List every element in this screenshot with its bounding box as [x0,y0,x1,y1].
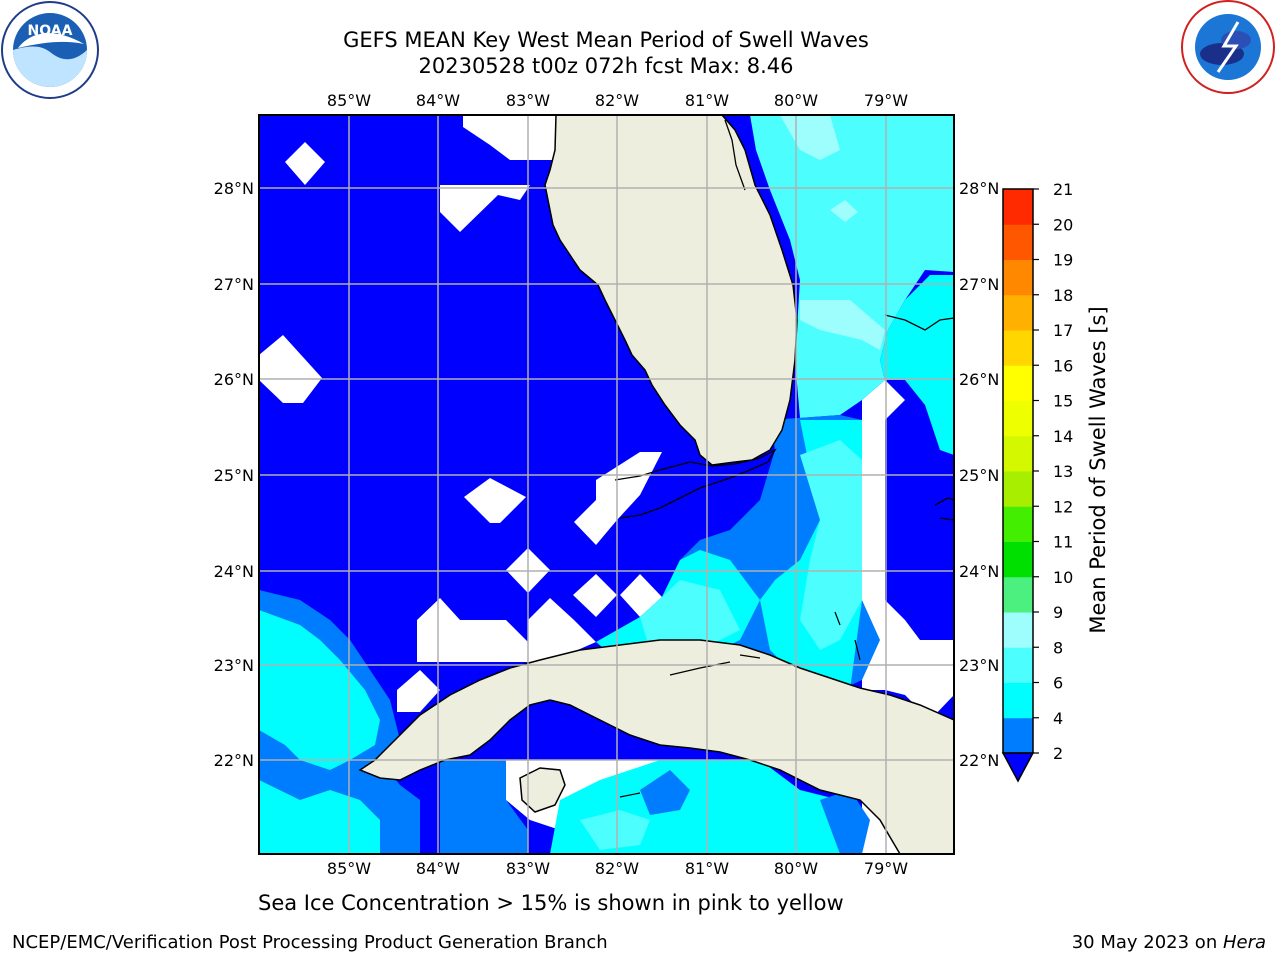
lat-label: 26°N [214,370,254,389]
lon-label: 81°W [685,859,729,878]
colorbar-segment [1003,189,1033,225]
colorbar-segment [1003,224,1033,260]
lon-label: 84°W [416,91,460,110]
cuba-landmass [358,639,954,854]
lat-label: 25°N [959,466,999,485]
footer-credit: NCEP/EMC/Verification Post Processing Pr… [12,932,608,953]
lat-label: 27°N [959,275,999,294]
colorbar-segment [1003,471,1033,507]
colorbar-segment [1003,682,1033,719]
colorbar-tick-label: 20 [1053,215,1073,234]
lon-label: 81°W [685,91,729,110]
colorbar-tick-label: 2 [1053,744,1063,763]
colorbar-segment [1003,294,1033,331]
map-area [259,115,954,854]
colorbar-segment [1003,365,1033,401]
lat-label: 25°N [214,466,254,485]
lon-label: 84°W [416,859,460,878]
colorbar-tick-label: 18 [1053,286,1073,305]
lat-label: 24°N [959,562,999,581]
sea-ice-note: Sea Ice Concentration > 15% is shown in … [258,891,844,915]
colorbar-tick-label: 12 [1053,497,1073,516]
noaa-logo-text: NOAA [28,23,73,39]
footer-date-text: 30 May 2023 on [1071,932,1223,953]
small-islands [619,611,861,798]
colorbar-segment [1003,506,1033,542]
colorbar-label: Mean Period of Swell Waves [s] [1086,306,1110,633]
lat-label: 28°N [214,179,254,198]
colorbar-tick-label: 21 [1053,180,1073,199]
footer-date: 30 May 2023 on Hera [1072,932,1266,953]
colorbar-segment [1003,576,1033,613]
lon-labels-bottom: 85°W 84°W 83°W 82°W 81°W 80°W 79°W [327,859,908,878]
lat-label: 26°N [959,370,999,389]
lat-label: 23°N [214,656,254,675]
colorbar-tick-label: 11 [1053,533,1073,552]
colorbar-segment [1003,435,1033,472]
colorbar-segment [1003,541,1033,578]
lon-labels-top: 85°W 84°W 83°W 82°W 81°W 80°W 79°W [327,91,908,110]
noaa-logo-icon: NOAA [1,1,99,99]
swell-region-6-8s [750,115,954,455]
colorbar-segment [1003,647,1033,683]
lon-label: 82°W [595,91,639,110]
lon-label: 85°W [327,859,371,878]
lon-label: 80°W [774,91,818,110]
colorbar-tick-label: 15 [1053,392,1073,411]
colorbar-tick-label: 19 [1053,251,1073,270]
lat-label: 22°N [959,751,999,770]
footer-host: Hera [1222,932,1266,953]
lon-label: 82°W [595,859,639,878]
swell-region-south [550,760,870,854]
lon-label: 85°W [327,91,371,110]
colorbar-extend-arrow [1001,752,1035,783]
lat-label: 27°N [214,275,254,294]
colorbar-segment [1003,612,1033,648]
lat-label: 22°N [214,751,254,770]
colorbar-tick-label: 10 [1053,568,1073,587]
lat-labels-right: 28°N 27°N 26°N 25°N 24°N 23°N 22°N [959,179,999,770]
colorbar-segment [1003,400,1033,437]
lon-label: 80°W [774,859,818,878]
lon-label: 83°W [506,91,550,110]
nws-logo-icon [1181,0,1275,94]
colorbar-tick-label: 17 [1053,321,1073,340]
lon-label: 83°W [506,859,550,878]
colorbar-tick-label: 6 [1053,674,1063,693]
lat-labels-left: 28°N 27°N 26°N 25°N 24°N 23°N 22°N [214,179,254,770]
colorbar-tick-label: 4 [1053,709,1063,728]
swell-region-4-6s [596,415,880,690]
map-frame [258,114,955,855]
isla-juventud [519,767,566,813]
colorbar-tick-label: 14 [1053,427,1073,446]
map-title: GEFS MEAN Key West Mean Period of Swell … [343,28,869,52]
colorbar: 2 4 6 8 9 10 11 12 13 14 15 16 17 18 19 20 21 [1001,180,1073,783]
map-gridlines [259,115,954,854]
map-subtitle: 20230528 t00z 072h fcst Max: 8.46 [418,54,794,78]
colorbar-tick-label: 8 [1053,638,1063,657]
lon-label: 79°W [864,91,908,110]
lat-label: 28°N [959,179,999,198]
colorbar-tick-label: 16 [1053,356,1073,375]
colorbar-segment [1003,717,1033,754]
lon-label: 79°W [864,859,908,878]
colorbar-segment [1003,259,1033,296]
colorbar-tick-label: 13 [1053,462,1073,481]
colorbar-tick-label: 9 [1053,603,1063,622]
colorbar-segment [1003,330,1033,366]
lat-label: 24°N [214,562,254,581]
florida-landmass [544,115,798,466]
lat-label: 23°N [959,656,999,675]
